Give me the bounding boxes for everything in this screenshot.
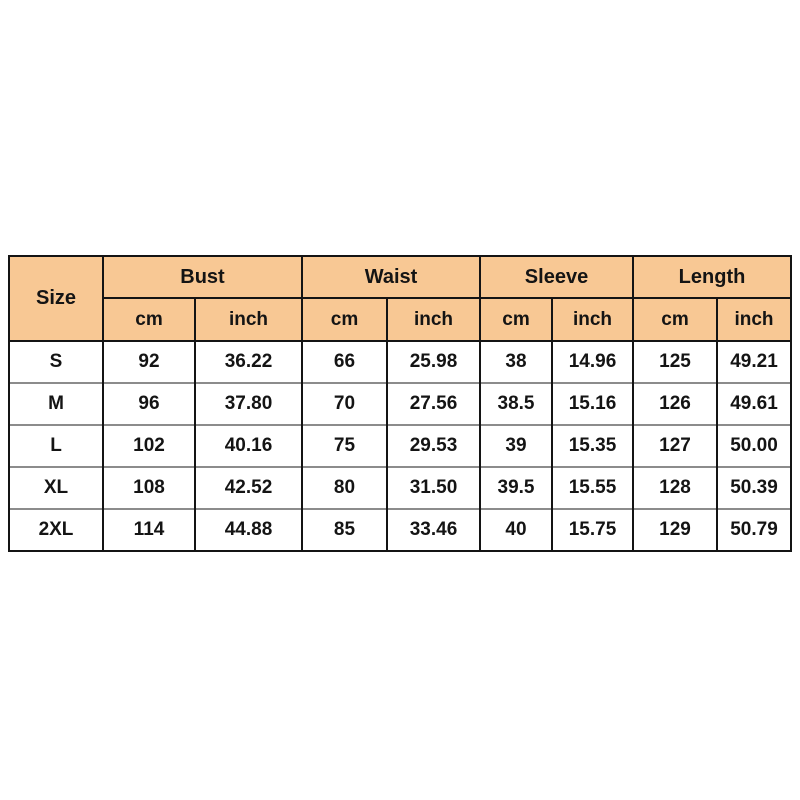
sleeve-cm-header: cm	[479, 297, 553, 342]
waist-inch: 29.53	[386, 424, 481, 467]
length-group-header: Length	[632, 255, 792, 299]
waist-cm: 70	[301, 382, 388, 425]
waist-cm: 85	[301, 508, 388, 552]
sleeve-group-header: Sleeve	[479, 255, 634, 299]
length-inch: 50.39	[716, 466, 792, 509]
sleeve-cm: 38	[479, 340, 553, 383]
waist-cm: 80	[301, 466, 388, 509]
size-label: XL	[8, 466, 104, 509]
bust-inch: 37.80	[194, 382, 303, 425]
waist-cm: 66	[301, 340, 388, 383]
length-cm: 129	[632, 508, 718, 552]
bust-group-header: Bust	[102, 255, 303, 299]
size-label: 2XL	[8, 508, 104, 552]
waist-cm-header: cm	[301, 297, 388, 342]
sleeve-inch: 14.96	[551, 340, 634, 383]
waist-cm: 75	[301, 424, 388, 467]
length-cm: 125	[632, 340, 718, 383]
sleeve-inch: 15.35	[551, 424, 634, 467]
waist-inch-header: inch	[386, 297, 481, 342]
sleeve-inch: 15.55	[551, 466, 634, 509]
sleeve-cm: 39.5	[479, 466, 553, 509]
table-row-size-s: S 92 36.22 66 25.98 38 14.96 125 49.21	[8, 340, 792, 383]
length-inch: 49.61	[716, 382, 792, 425]
length-inch: 50.79	[716, 508, 792, 552]
table-row-size-xl: XL 108 42.52 80 31.50 39.5 15.55 128 50.…	[8, 466, 792, 509]
length-inch-header: inch	[716, 297, 792, 342]
waist-inch: 33.46	[386, 508, 481, 552]
size-label: M	[8, 382, 104, 425]
sleeve-inch-header: inch	[551, 297, 634, 342]
size-label: S	[8, 340, 104, 383]
length-cm: 128	[632, 466, 718, 509]
bust-inch-header: inch	[194, 297, 303, 342]
sleeve-cm: 40	[479, 508, 553, 552]
length-inch: 50.00	[716, 424, 792, 467]
bust-cm-header: cm	[102, 297, 196, 342]
waist-inch: 25.98	[386, 340, 481, 383]
bust-cm: 96	[102, 382, 196, 425]
length-cm: 127	[632, 424, 718, 467]
bust-inch: 36.22	[194, 340, 303, 383]
waist-inch: 27.56	[386, 382, 481, 425]
table-row-size-m: M 96 37.80 70 27.56 38.5 15.16 126 49.61	[8, 382, 792, 425]
bust-inch: 40.16	[194, 424, 303, 467]
bust-cm: 108	[102, 466, 196, 509]
length-cm-header: cm	[632, 297, 718, 342]
bust-cm: 92	[102, 340, 196, 383]
bust-inch: 42.52	[194, 466, 303, 509]
header-units-row: cm inch cm inch cm inch cm inch	[9, 297, 792, 342]
size-chart-table: Size Bust Waist Sleeve Length cm inch cm…	[8, 255, 792, 552]
header-group-row: Size Bust Waist Sleeve Length	[8, 255, 792, 342]
waist-inch: 31.50	[386, 466, 481, 509]
length-cm: 126	[632, 382, 718, 425]
sleeve-inch: 15.75	[551, 508, 634, 552]
length-inch: 49.21	[716, 340, 792, 383]
bust-cm: 102	[102, 424, 196, 467]
sleeve-cm: 38.5	[479, 382, 553, 425]
table-row-size-2xl: 2XL 114 44.88 85 33.46 40 15.75 129 50.7…	[8, 508, 792, 552]
sleeve-inch: 15.16	[551, 382, 634, 425]
bust-cm: 114	[102, 508, 196, 552]
size-label: L	[8, 424, 104, 467]
bust-inch: 44.88	[194, 508, 303, 552]
waist-group-header: Waist	[301, 255, 481, 299]
size-column-header: Size	[8, 255, 104, 342]
sleeve-cm: 39	[479, 424, 553, 467]
table-row-size-l: L 102 40.16 75 29.53 39 15.35 127 50.00	[8, 424, 792, 467]
